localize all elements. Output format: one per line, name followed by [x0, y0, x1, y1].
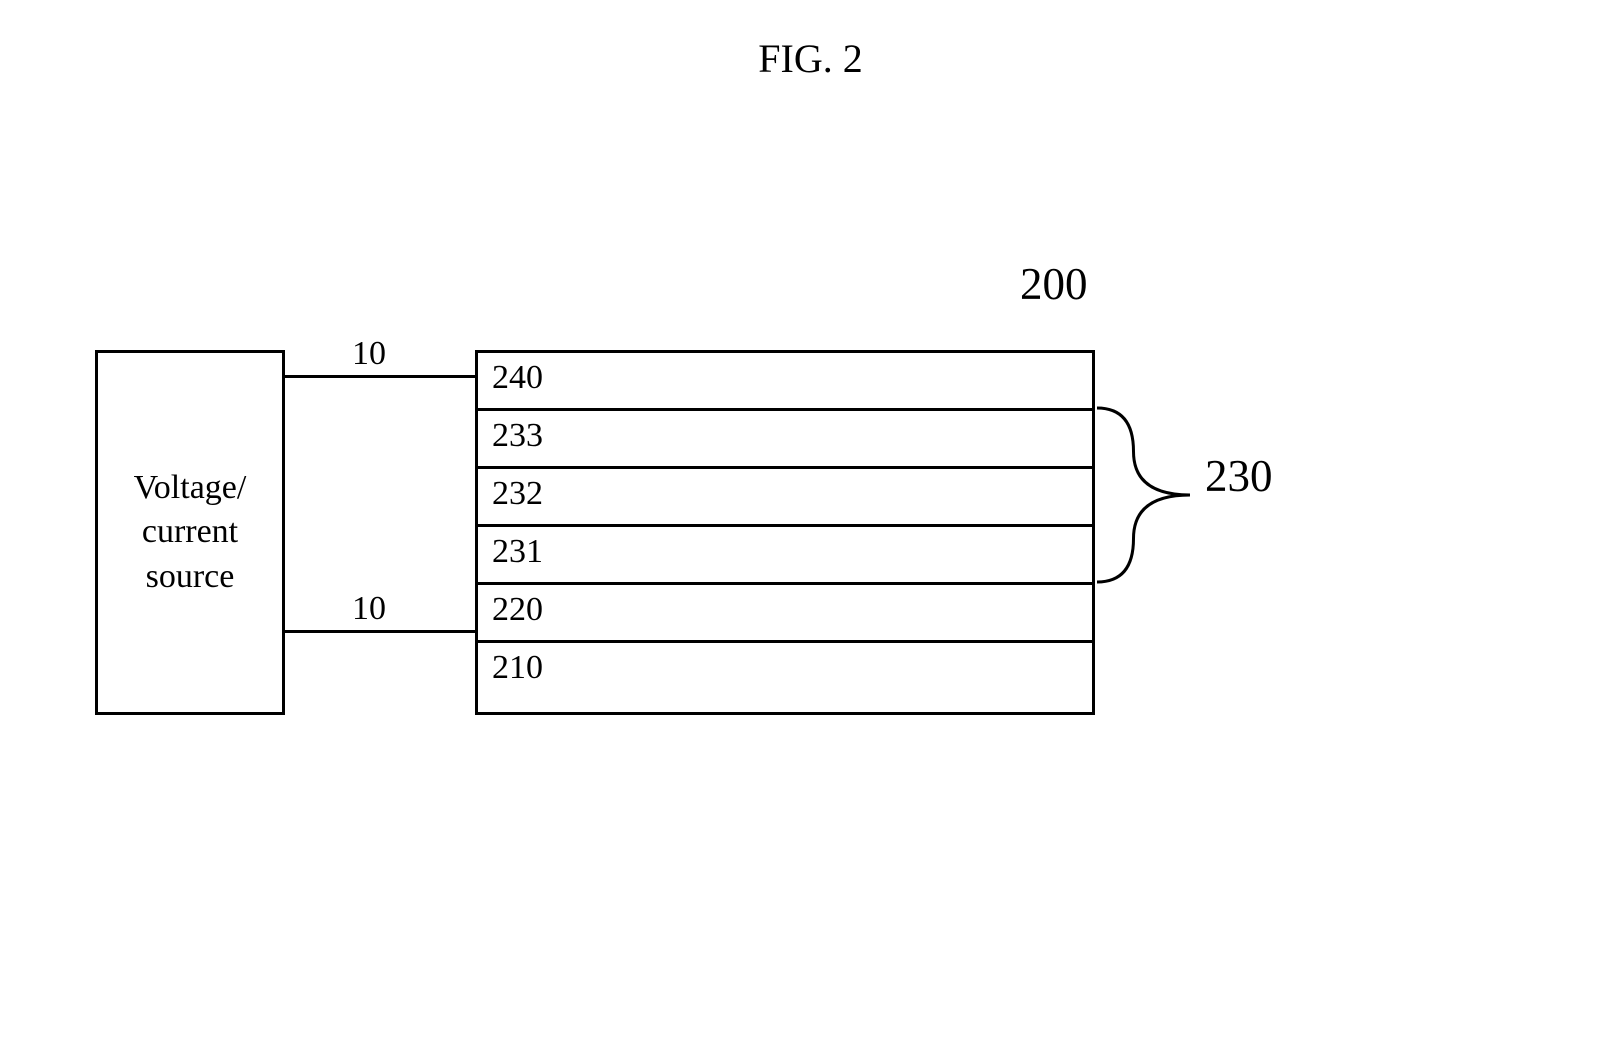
layer-220: 220	[475, 582, 1095, 640]
brace-label: 230	[1205, 450, 1273, 502]
layer-232: 232	[475, 466, 1095, 524]
layer-210: 210	[475, 640, 1095, 715]
voltage-current-source-box: Voltage/ current source	[95, 350, 285, 715]
wire-bottom-label: 10	[352, 590, 386, 628]
layer-233: 233	[475, 408, 1095, 466]
source-line-1: Voltage/	[134, 466, 247, 510]
wire-top-label: 10	[352, 335, 386, 373]
source-line-3: source	[146, 555, 235, 599]
assembly-label: 200	[1020, 258, 1088, 310]
layer-240: 240	[475, 350, 1095, 408]
source-line-2: current	[142, 510, 238, 554]
layer-stack: 240233232231220210	[475, 350, 1095, 715]
wire-top	[285, 375, 475, 378]
layer-231: 231	[475, 524, 1095, 582]
wire-bottom	[285, 630, 475, 633]
brace-icon	[1092, 403, 1195, 587]
figure-title: FIG. 2	[758, 35, 862, 82]
